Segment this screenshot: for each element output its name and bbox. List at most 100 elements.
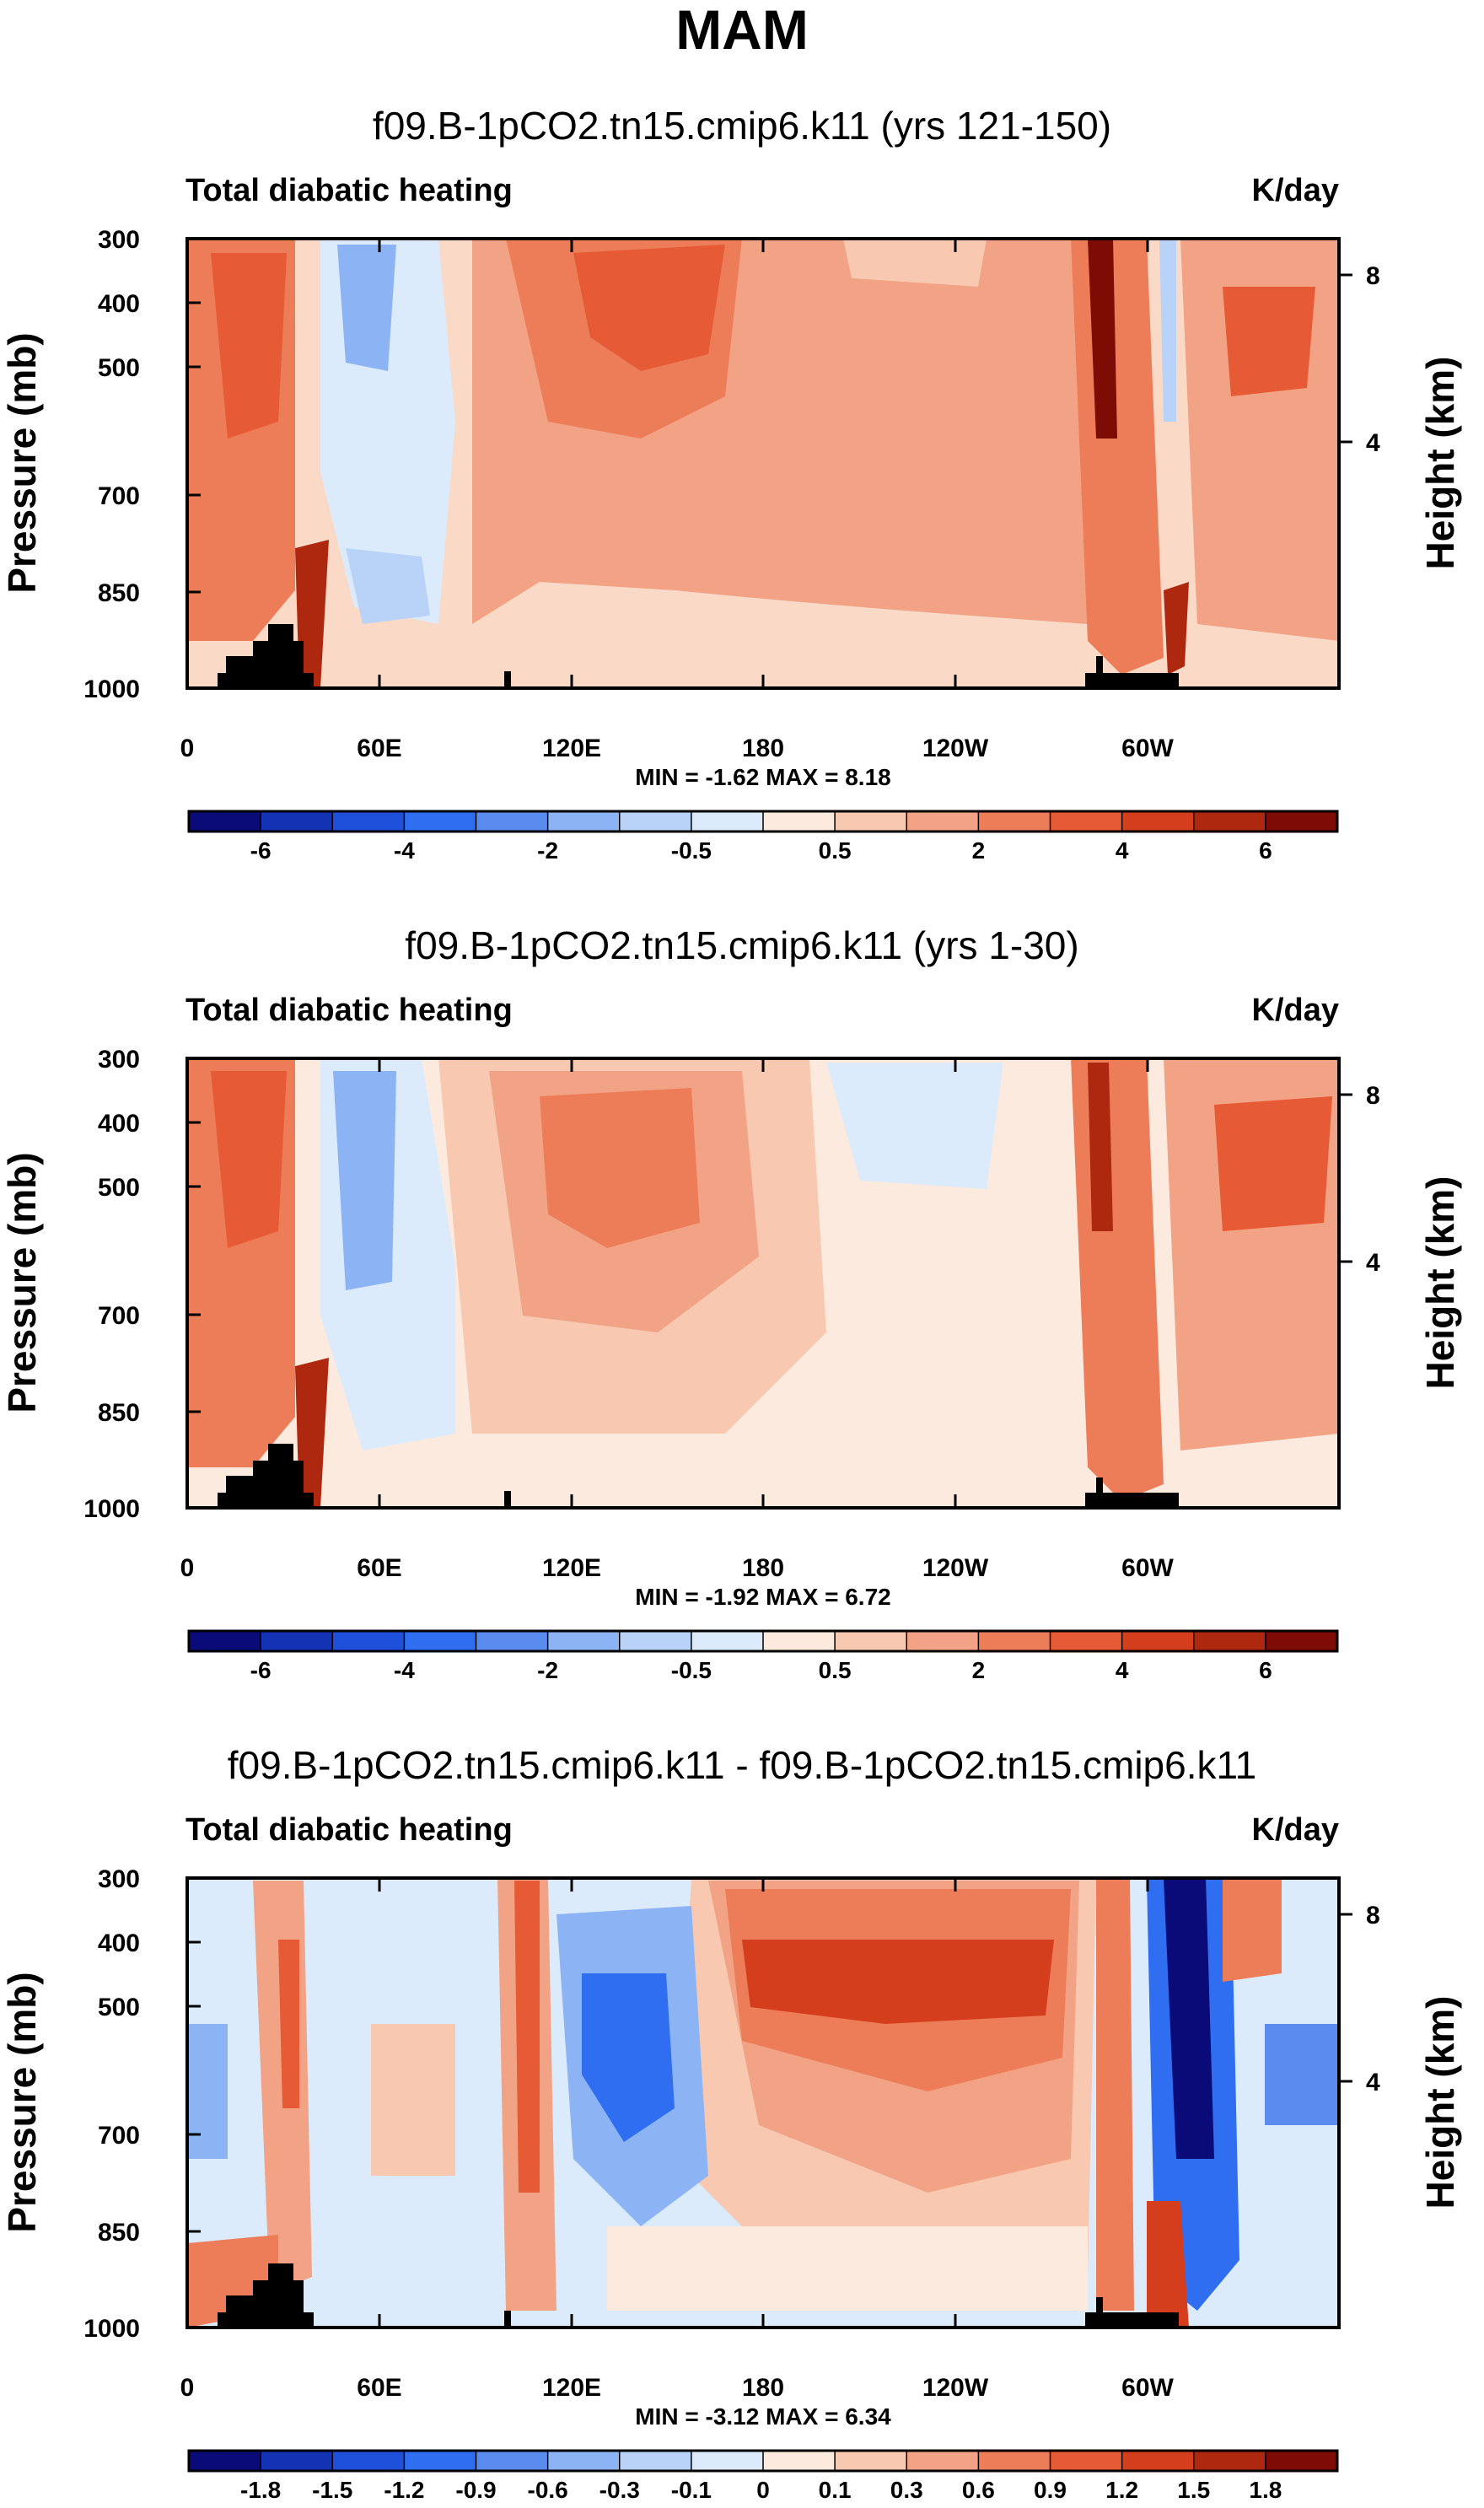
panel-1-units: K/day [1252,173,1339,208]
colorbar-swatch [546,2450,621,2472]
colorbar-swatch [188,810,262,832]
colorbar-swatch [977,1630,1051,1652]
colorbar-swatch [546,1630,621,1652]
colorbar-swatch [977,810,1051,832]
panel-3-negative-core-westpac [582,1973,675,2142]
panel-1-xtick: 180 [742,735,784,762]
panel-1-xtick: 120W [922,735,989,762]
panel-3-ylabel-right: Height (km) [1418,1996,1462,2209]
colorbar-label: 0.3 [890,2477,923,2503]
panel-3-positive-core-maritime [514,1881,540,2193]
panel-2-ytick: 700 [98,1302,140,1330]
colorbar-swatch [691,810,765,832]
panel-2-title: f09.B-1pCO2.tn15.cmip6.k11 (yrs 1-30) [405,923,1078,967]
panel-3-ytick-right: 4 [1366,2069,1380,2096]
panel-3-neutral-lower [607,2226,1088,2311]
panel-2-ylabel: Pressure (mb) [0,1152,44,1413]
colorbar-label: -6 [250,837,272,864]
colorbar-swatch [762,1630,836,1652]
panel-3-ytick: 300 [98,1865,140,1893]
colorbar-frame [187,810,1339,833]
panel-2-stats: MIN = -1.92 MAX = 6.72 [635,1584,890,1610]
panel-2: f09.B-1pCO2.tn15.cmip6.k11 (yrs 1-30) To… [0,923,1462,1683]
colorbar-label: 1.8 [1249,2477,1282,2503]
panel-1-right-axis: 8 4 Height (km) [1339,262,1462,570]
colorbar-label: -0.9 [455,2477,496,2503]
panel-3-xtick: 60E [357,2374,401,2402]
colorbar-swatch [188,2450,262,2472]
colorbar-label: -6 [250,1657,272,1683]
colorbar-swatch [691,1630,765,1652]
colorbar-swatch [260,2450,334,2472]
colorbar-swatch [619,2450,693,2472]
panel-1-ytick-right: 4 [1366,429,1380,457]
colorbar-swatch [331,1630,406,1652]
colorbar-swatch [260,810,334,832]
panel-1-heating-region-central [843,239,987,287]
panel-3-positive-core-pacific [742,1940,1054,2024]
colorbar-label: -4 [394,1657,415,1683]
panel-1-stats: MIN = -1.62 MAX = 8.18 [635,764,890,790]
panel-3-positive-upper-atlantic [1223,1878,1282,1982]
panel-1-topography-indonesia [504,671,511,688]
colorbar-swatch [1049,810,1123,832]
colorbar-label: -0.6 [528,2477,568,2503]
panel-1-variable-label: Total diabatic heating [186,173,513,208]
panel-3-stats: MIN = -3.12 MAX = 6.34 [635,2403,891,2430]
panel-2-ytick: 400 [98,1110,140,1138]
colorbar-label: 4 [1116,837,1129,864]
colorbar-swatch [1121,2450,1196,2472]
panel-2-topography-indonesia [504,1491,511,1508]
colorbar-swatch [331,810,406,832]
colorbar-swatch [475,2450,549,2472]
panel-3-topography-africa [218,2263,314,2328]
colorbar-label: -4 [394,837,415,864]
panel-3-ytick: 700 [98,2122,140,2150]
colorbar-swatch [834,1630,908,1652]
colorbar-label: 0.5 [819,1657,852,1683]
colorbar-swatch [403,2450,477,2472]
panel-2-cooling-core-indian [333,1071,396,1290]
panel-3-x-axis: 0 60E 120E 180 120W 60W [180,1878,1175,2402]
colorbar-swatch [906,810,980,832]
colorbar-label: 0 [756,2477,770,2503]
colorbar-swatch [1193,810,1267,832]
panel-3-xtick: 60W [1121,2374,1174,2402]
panel-2-units: K/day [1252,993,1339,1028]
panel-2-topography-andes [1085,1477,1179,1508]
panel-2-ylabel-right: Height (km) [1418,1176,1462,1390]
panel-1-xtick: 60W [1121,735,1174,762]
colorbar-swatch [619,1630,693,1652]
panel-1-ytick: 850 [98,579,140,607]
panel-2-ytick-right: 8 [1366,1082,1380,1110]
panel-1-heating-core-africa [211,253,287,439]
colorbar-label: 2 [972,837,986,864]
colorbar-swatch [260,1630,334,1652]
panel-3-negative-westafrica [187,2024,228,2159]
colorbar-label: -1.5 [312,2477,352,2503]
panel-3-ytick: 850 [98,2219,140,2247]
panel-2-heating-core-andes [1088,1063,1113,1231]
colorbar-label: -0.5 [671,837,712,864]
colorbar-swatch [762,2450,836,2472]
colorbar-label: 4 [1116,1657,1129,1683]
colorbar-swatch [1121,810,1196,832]
colorbar-label: -0.5 [671,1657,712,1683]
colorbar-frame [187,1629,1339,1653]
panel-1-ytick: 500 [98,354,140,382]
colorbar-label: 0.6 [962,2477,995,2503]
panel-3-xtick: 120W [922,2374,989,2402]
panel-2-xtick: 0 [180,1554,195,1582]
panel-3-topography-andes [1085,2297,1179,2328]
colorbar-label: 1.5 [1177,2477,1210,2503]
panel-1-x-axis: 0 60E 120E 180 120W 60W [180,239,1175,762]
colorbar-swatch [403,810,477,832]
panel-2-ytick: 300 [98,1046,140,1074]
colorbar-label: 6 [1259,837,1272,864]
colorbar-swatch [691,2450,765,2472]
panel-2-xtick: 120E [542,1554,601,1582]
colorbar-swatch [403,1630,477,1652]
colorbar-swatch [188,1630,262,1652]
panel-2-heating-core-westpac [540,1088,700,1248]
